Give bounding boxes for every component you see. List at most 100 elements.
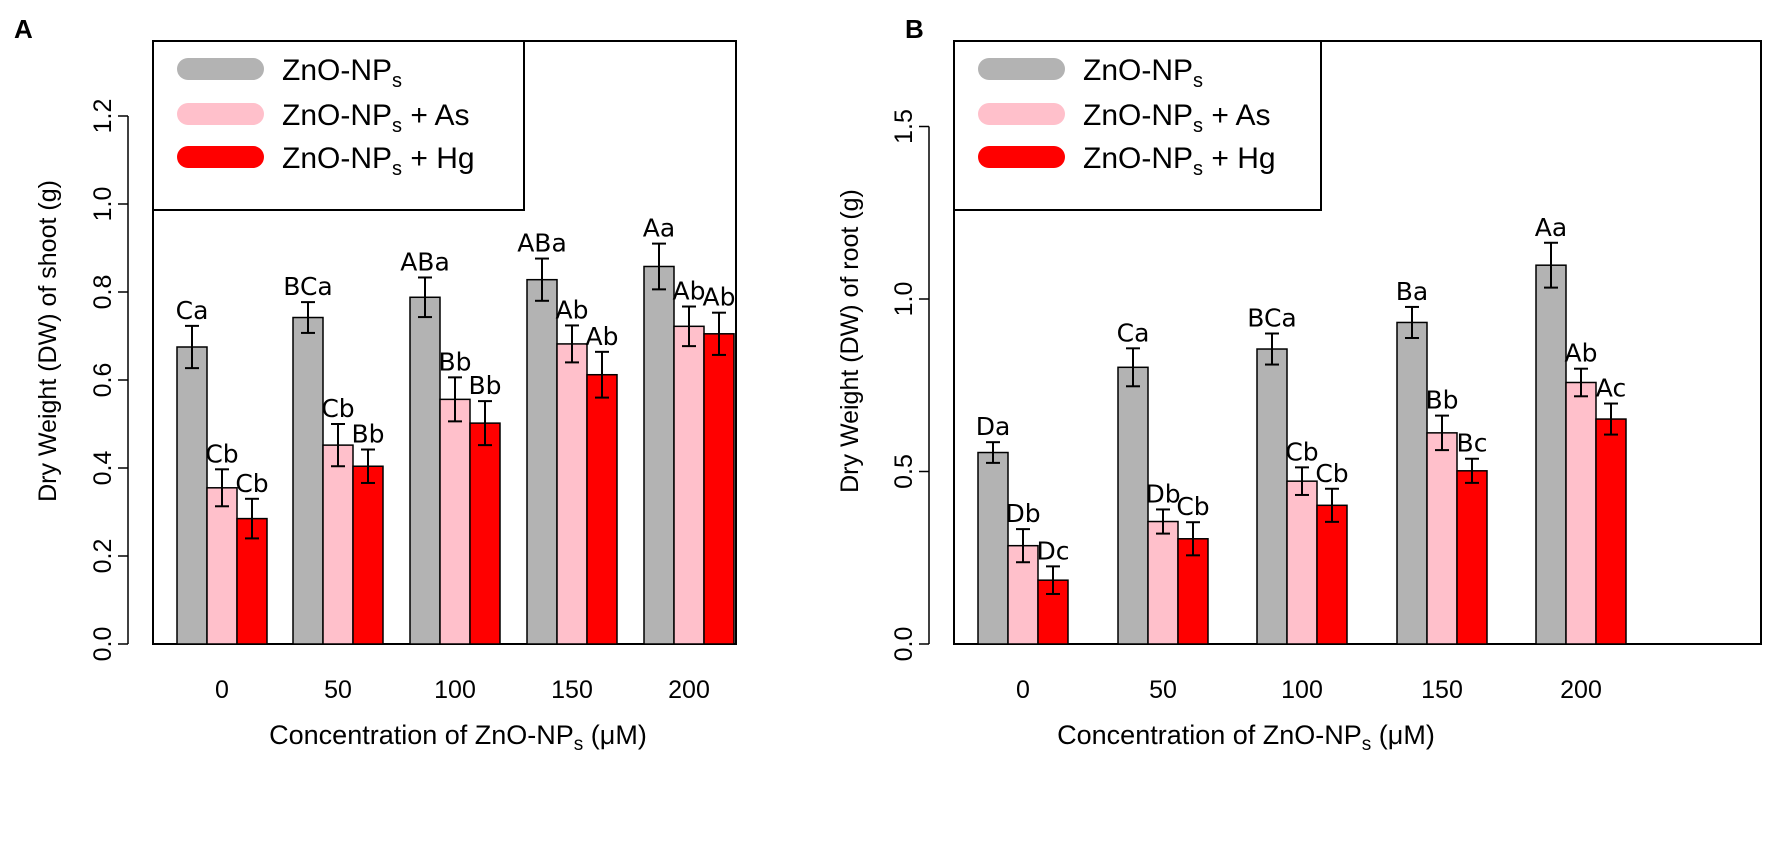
bar (586, 373, 618, 645)
bar (292, 316, 324, 645)
significance-label: Bb (468, 371, 501, 400)
y-tick-label: 0.4 (89, 451, 117, 486)
significance-label: Aa (643, 214, 675, 243)
bar (176, 346, 208, 645)
significance-label: Db (1145, 479, 1180, 508)
legend-label: ZnO-NPs + Hg (282, 142, 475, 180)
plot-frame-b (953, 40, 1762, 645)
legend-label: ZnO-NPs + As (1083, 99, 1271, 137)
significance-label: Cb (205, 439, 238, 468)
bar (1595, 418, 1627, 645)
bar (1147, 520, 1179, 645)
x-tick-label: 150 (1421, 676, 1463, 704)
bar (1535, 264, 1567, 645)
y-tick-label: 0.6 (89, 363, 117, 398)
significance-label: Db (1005, 499, 1040, 528)
significance-label: Aa (1535, 213, 1567, 242)
y-axis-label-b: Dry Weight (DW) of root (g) (836, 189, 864, 493)
significance-label: Cb (1285, 437, 1318, 466)
x-axis-a: 0 50 100 150 200 (215, 676, 710, 704)
y-tick-label: 1.0 (890, 282, 918, 317)
bar (1286, 480, 1318, 645)
y-tick-label: 0.2 (89, 539, 117, 574)
legend-label: ZnO-NPs (1083, 54, 1203, 92)
x-tick-label: 200 (668, 676, 710, 704)
legend-label: ZnO-NPs (282, 54, 402, 92)
significance-label: BCa (283, 272, 333, 301)
significance-label: Ca (176, 296, 209, 325)
significance-label: Cb (1176, 492, 1209, 521)
y-tick-label: 1.5 (890, 109, 918, 144)
bar (1565, 381, 1597, 645)
panel-letter-b: B (905, 14, 924, 44)
x-axis-label-b: Concentration of ZnO-NPs (μM) (1057, 720, 1435, 755)
bar (643, 265, 675, 645)
bar (977, 451, 1009, 645)
panel-letter-a: A (14, 14, 33, 44)
x-tick-label: 0 (1016, 676, 1030, 704)
bar (206, 487, 238, 645)
x-axis-b: 0 50 100 150 200 (1016, 676, 1602, 704)
significance-label: Ab (673, 277, 706, 306)
x-axis-label-a: Concentration of ZnO-NPs (μM) (269, 720, 647, 755)
bar (703, 333, 735, 645)
significance-label: Cb (321, 394, 354, 423)
bar (236, 517, 268, 645)
bar (322, 444, 354, 645)
significance-label: BCa (1247, 304, 1297, 333)
x-tick-label: 50 (324, 676, 352, 704)
y-axis-a: 0.0 0.2 0.4 0.6 0.8 1.0 1.2 (89, 99, 129, 662)
x-tick-label: 200 (1560, 676, 1602, 704)
significance-label: ABa (400, 247, 450, 276)
bar (556, 343, 588, 645)
bar (409, 296, 441, 645)
significance-label: Ab (556, 295, 589, 324)
y-tick-label: 0.8 (89, 275, 117, 310)
significance-label: Bb (351, 420, 384, 449)
significance-label: Dc (1037, 536, 1070, 565)
y-tick-label: 1.2 (89, 99, 117, 134)
significance-label: Ab (1565, 339, 1598, 368)
significance-label: Cb (1315, 459, 1348, 488)
significance-label: Cb (235, 469, 268, 498)
legend-b: ZnO-NPs ZnO-NPs + As ZnO-NPs + Hg (953, 40, 1322, 211)
significance-label: Ab (586, 322, 619, 351)
bar (1117, 366, 1149, 645)
bar (1396, 321, 1428, 645)
x-tick-label: 100 (1281, 676, 1323, 704)
legend-label: ZnO-NPs + As (282, 99, 470, 137)
legend-a: ZnO-NPs ZnO-NPs + As ZnO-NPs + Hg (152, 40, 525, 211)
significance-label: Ca (1117, 318, 1150, 347)
y-tick-label: 0.0 (890, 627, 918, 662)
significance-label: ABa (517, 229, 567, 258)
significance-label: Ab (703, 283, 736, 312)
significance-label: Ac (1596, 374, 1626, 403)
x-tick-label: 0 (215, 676, 229, 704)
significance-label: Bb (1425, 386, 1458, 415)
x-tick-label: 100 (434, 676, 476, 704)
significance-label: Bb (438, 347, 471, 376)
bar (673, 325, 705, 645)
x-tick-label: 50 (1149, 676, 1177, 704)
bar (469, 422, 501, 645)
significance-label: Bc (1457, 429, 1488, 458)
y-tick-label: 0.5 (890, 454, 918, 489)
y-tick-label: 0.0 (89, 627, 117, 662)
bar (1456, 470, 1488, 645)
bar (352, 465, 384, 645)
y-axis-label-a: Dry Weight (DW) of shoot (g) (34, 180, 62, 502)
x-tick-label: 150 (551, 676, 593, 704)
bar (1426, 432, 1458, 645)
bar (1316, 504, 1348, 645)
bar (1256, 348, 1288, 645)
significance-label: Ba (1396, 277, 1428, 306)
bar (526, 278, 558, 645)
significance-label: Da (976, 412, 1011, 441)
y-tick-label: 1.0 (89, 187, 117, 222)
y-axis-b: 0.0 0.5 1.0 1.5 (890, 109, 930, 662)
